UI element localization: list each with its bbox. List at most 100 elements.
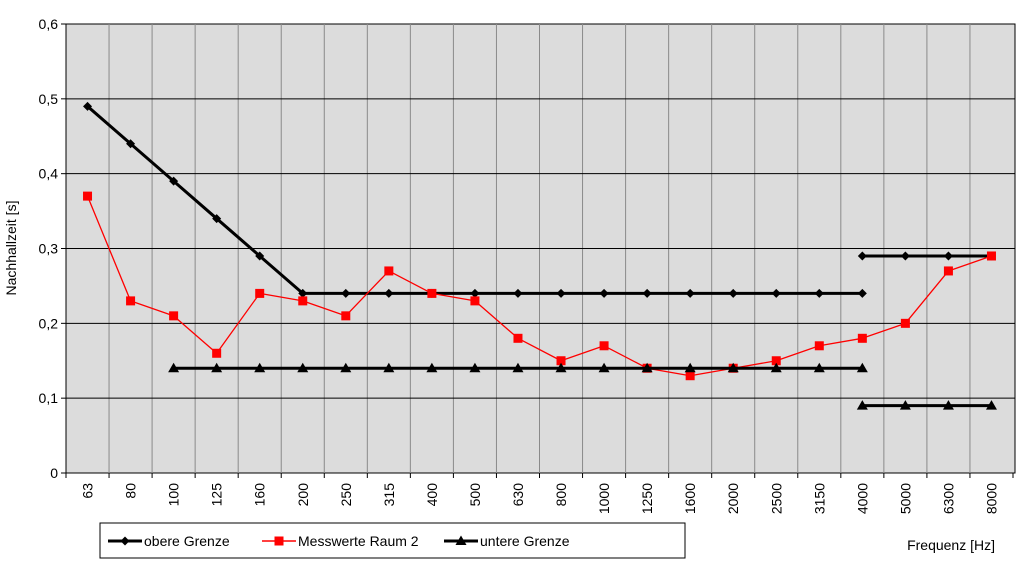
y-tick-label: 0,5 xyxy=(39,91,59,107)
series-layer xyxy=(83,101,997,410)
data-point-diamond xyxy=(857,251,867,261)
x-tick-label: 3150 xyxy=(811,483,827,514)
data-point-square xyxy=(274,536,284,546)
legend-label: untere Grenze xyxy=(480,533,570,549)
legend-label: obere Grenze xyxy=(144,533,230,549)
y-tick-label: 0,2 xyxy=(39,315,59,331)
data-point-diamond xyxy=(384,288,394,298)
data-point-square xyxy=(126,296,136,306)
data-point-triangle xyxy=(555,362,567,373)
x-tick-label: 160 xyxy=(252,483,268,507)
y-tick-label: 0,1 xyxy=(39,390,59,406)
x-tick-label: 125 xyxy=(209,483,225,507)
data-point-diamond xyxy=(728,288,738,298)
data-point-triangle xyxy=(899,400,911,410)
data-point-square xyxy=(427,288,437,298)
data-point-square xyxy=(900,318,910,328)
x-tick-label: 400 xyxy=(424,483,440,507)
x-tick-label: 5000 xyxy=(897,483,913,514)
x-tick-label: 8000 xyxy=(983,483,999,514)
data-point-square xyxy=(341,311,351,321)
data-point-triangle xyxy=(340,362,352,373)
series-3 xyxy=(168,362,997,410)
data-point-diamond xyxy=(255,251,265,261)
x-tick-label: 1000 xyxy=(596,483,612,514)
data-point-diamond xyxy=(685,288,695,298)
data-point-triangle xyxy=(684,362,696,373)
data-point-diamond xyxy=(120,536,130,546)
data-point-square xyxy=(814,341,824,351)
data-point-square xyxy=(513,333,523,343)
y-axis-title: Nachhallzeit [s] xyxy=(3,201,19,296)
y-tick-label: 0,3 xyxy=(39,241,59,257)
data-point-square xyxy=(212,348,222,358)
x-tick-label: 800 xyxy=(553,483,569,507)
data-point-diamond xyxy=(470,288,480,298)
data-point-triangle xyxy=(942,400,954,410)
x-tick-label: 4000 xyxy=(854,483,870,514)
data-point-square xyxy=(556,356,566,366)
data-point-triangle xyxy=(985,400,997,410)
data-point-diamond xyxy=(212,214,222,224)
x-tick-label: 630 xyxy=(510,483,526,507)
x-tick-label: 6300 xyxy=(940,483,956,514)
data-point-diamond xyxy=(900,251,910,261)
data-point-diamond xyxy=(169,176,179,186)
data-point-triangle xyxy=(512,362,524,373)
x-tick-label: 1250 xyxy=(639,483,655,514)
x-axis-title: Frequenz [Hz] xyxy=(907,537,995,553)
data-point-square xyxy=(83,191,93,201)
legend-items: obere Grenze Messwerte Raum 2 untere Grenz… xyxy=(108,533,570,549)
x-tick-label: 250 xyxy=(338,483,354,507)
data-point-square xyxy=(986,251,996,261)
data-point-triangle xyxy=(856,362,868,373)
x-tick-label: 1600 xyxy=(682,483,698,514)
data-point-triangle xyxy=(813,362,825,373)
x-tick-label: 315 xyxy=(381,483,397,507)
data-point-triangle xyxy=(856,400,868,410)
x-tick-label: 80 xyxy=(123,483,139,499)
data-point-square xyxy=(857,333,867,343)
data-point-triangle xyxy=(211,362,223,373)
data-point-diamond xyxy=(513,288,523,298)
x-axis-ticks: 63 80 100 125 160 200 250 315 400 500 630 800 1000 12… xyxy=(65,473,1014,514)
legend-box xyxy=(99,522,686,559)
data-point-triangle xyxy=(727,362,739,373)
x-tick-label: 100 xyxy=(166,483,182,507)
y-tick-label: 0,6 xyxy=(39,16,59,32)
data-point-square xyxy=(685,371,695,381)
data-point-square xyxy=(943,266,953,276)
gridlines xyxy=(66,24,1015,473)
data-point-diamond xyxy=(857,288,867,298)
series-line xyxy=(86,195,992,377)
data-point-triangle xyxy=(383,362,395,373)
data-point-diamond xyxy=(341,288,351,298)
data-point-triangle xyxy=(297,362,309,373)
y-axis-ticks: 0 0,1 0,2 0,3 0,4 0,5 0,6 xyxy=(39,16,66,481)
data-point-triangle xyxy=(770,362,782,373)
x-tick-label: 500 xyxy=(467,483,483,507)
data-point-diamond xyxy=(642,288,652,298)
x-tick-label: 2500 xyxy=(768,483,784,514)
data-point-diamond xyxy=(599,288,609,298)
x-tick-label: 2000 xyxy=(725,483,741,514)
data-point-diamond xyxy=(814,288,824,298)
data-point-triangle xyxy=(469,362,481,373)
data-point-triangle xyxy=(168,362,180,373)
data-point-triangle xyxy=(426,362,438,373)
data-point-square xyxy=(771,356,781,366)
x-tick-label: 200 xyxy=(295,483,311,507)
data-point-diamond xyxy=(126,139,136,149)
data-point-triangle xyxy=(641,362,653,373)
data-point-diamond xyxy=(83,101,93,111)
y-tick-label: 0 xyxy=(50,465,58,481)
data-point-square xyxy=(470,296,480,306)
data-point-triangle xyxy=(598,362,610,373)
data-point-square xyxy=(599,341,609,351)
data-point-square xyxy=(255,288,265,298)
data-point-diamond xyxy=(943,251,953,261)
data-point-diamond xyxy=(771,288,781,298)
data-point-square xyxy=(169,311,179,321)
y-tick-label: 0,4 xyxy=(39,166,59,182)
